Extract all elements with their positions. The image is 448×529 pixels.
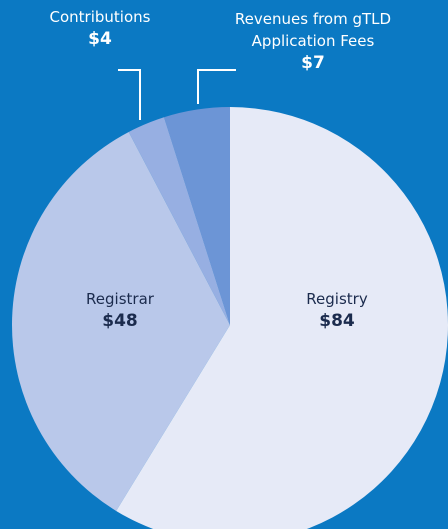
slice-label: Registrar $48 <box>45 288 195 332</box>
pie-slice <box>128 117 230 325</box>
leader-line <box>118 69 141 120</box>
slice-label: Revenues from gTLD Application Fees $7 <box>213 8 413 74</box>
value-label: $4 <box>88 29 112 49</box>
pie-slice <box>116 107 448 529</box>
value-label: $7 <box>301 53 325 73</box>
category-name: Contributions <box>49 8 151 26</box>
category-name: Registry <box>306 290 368 308</box>
value-label: $48 <box>102 311 138 331</box>
value-label: $84 <box>319 311 355 331</box>
pie-slice <box>164 107 230 325</box>
slice-label: Contributions $4 <box>25 6 175 50</box>
pie-slice <box>11 131 230 511</box>
category-name: Registrar <box>86 290 154 308</box>
slice-label: Registry $84 <box>262 288 412 332</box>
category-name: Revenues from gTLD Application Fees <box>234 10 392 50</box>
leader-line <box>197 69 236 104</box>
